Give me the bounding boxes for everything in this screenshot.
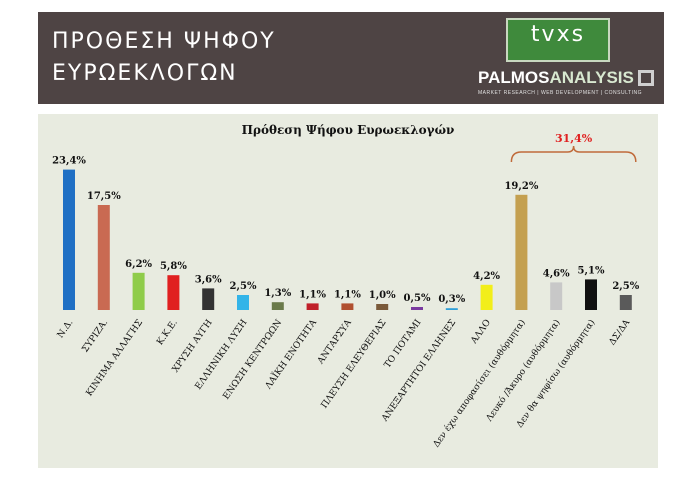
bar-7 [306,303,319,310]
bar-chart: Πρόθεση Ψήφου Ευρωεκλογών 23,4% Ν.Δ. 17,5%… [52,123,640,449]
value-label-15: 5,1% [578,265,605,276]
bar-9 [376,304,389,310]
bar-11 [445,308,458,310]
category-label-8: ΑΝΤΑΡΣΥΑ [315,318,354,367]
bar-2 [132,272,145,310]
palmos-logo-text: PALMOSANALYSIS [478,68,634,88]
value-label-2: 6,2% [125,259,152,270]
bar-8 [341,303,354,310]
palmos-logo-subtitle: MARKET RESEARCH | WEB DEVELOPMENT | CONS… [478,90,642,96]
category-label-12: ΑΛΛΟ [469,318,493,347]
value-label-8: 1,1% [334,289,361,300]
tvxs-logo-text: tvxs [530,22,586,47]
category-label-1: ΣΥΡΙΖΑ. [81,318,111,355]
value-label-9: 1,0% [369,290,396,301]
value-label-11: 0,3% [438,294,465,305]
category-label-9: ΠΛΕΥΣΗ ΕΛΕΥΘΕΡΙΑΣ [320,318,389,411]
bar-1 [97,205,110,310]
chart-panel: Πρόθεση Ψήφου Ευρωεκλογών 23,4% Ν.Δ. 17,5%… [38,114,658,468]
value-label-5: 2,5% [230,281,257,292]
chart-title: Πρόθεση Ψήφου Ευρωεκλογών [242,123,455,137]
palmos-logo-part-b: ANALYSIS [549,68,634,87]
category-label-16: ΔΣ/ΔΑ [607,318,632,348]
bar-6 [271,302,284,310]
bar-0 [63,169,75,310]
tvxs-logo: tvxs [506,18,610,62]
value-label-7: 1,1% [299,289,326,300]
category-label-14: Λευκό /Άκυρο (αυθόρμητα) [483,317,562,424]
bar-4 [202,288,215,310]
bar-16 [619,295,632,310]
bar-14 [550,282,563,310]
bar-5 [237,295,249,310]
value-label-10: 0,5% [404,293,431,304]
palmos-square-icon [638,70,654,86]
value-label-4: 3,6% [195,274,222,285]
category-label-11: ΑΝΕΞΑΡΤΗΤΟΙ ΕΛΛΗΝΕΣ [380,318,459,424]
value-label-13: 19,2% [504,181,538,192]
bar-10 [411,307,423,310]
palmos-logo-part-a: PALMOS [478,68,550,87]
value-label-3: 5,8% [160,261,187,272]
value-label-0: 23,4% [52,156,86,167]
header-banner: ΠΡΟΘΕΣΗ ΨΗΦΟΥ ΕΥΡΩΕΚΛΟΓΩΝ tvxs PALMOSANA… [38,12,664,104]
value-label-16: 2,5% [612,281,639,292]
bar-3 [167,275,180,310]
category-label-0: Ν.Δ. [56,318,76,340]
group-bracket-label: 31,4% [555,132,593,145]
category-label-6: ΕΝΩΣΗ ΚΕΝΤΡΩΩΝ [222,318,285,402]
group-bracket [510,145,637,163]
page-title: ΠΡΟΘΕΣΗ ΨΗΦΟΥ ΕΥΡΩΕΚΛΟΓΩΝ [52,26,352,90]
title-line-1: ΠΡΟΘΕΣΗ ΨΗΦΟΥ [52,29,276,54]
bar-15 [585,279,597,310]
value-label-1: 17,5% [87,191,121,202]
bar-13 [515,194,528,310]
category-label-3: Κ.Κ.Ε. [155,318,180,347]
palmos-analysis-logo: PALMOSANALYSIS MARKET RESEARCH | WEB DEV… [478,68,658,102]
value-label-14: 4,6% [543,268,570,279]
bar-12 [480,284,493,310]
category-label-10: ΤΟ ΠΟΤΑΜΙ [383,318,424,371]
value-label-12: 4,2% [473,271,500,282]
title-line-2: ΕΥΡΩΕΚΛΟΓΩΝ [52,61,238,86]
bars-layer: 23,4%Ν.Δ.17,5%ΣΥΡΙΖΑ.6,2%ΚΙΝΗΜΑ ΑΛΛΑΓΗΣ5… [52,132,640,449]
value-label-6: 1,3% [264,288,291,299]
